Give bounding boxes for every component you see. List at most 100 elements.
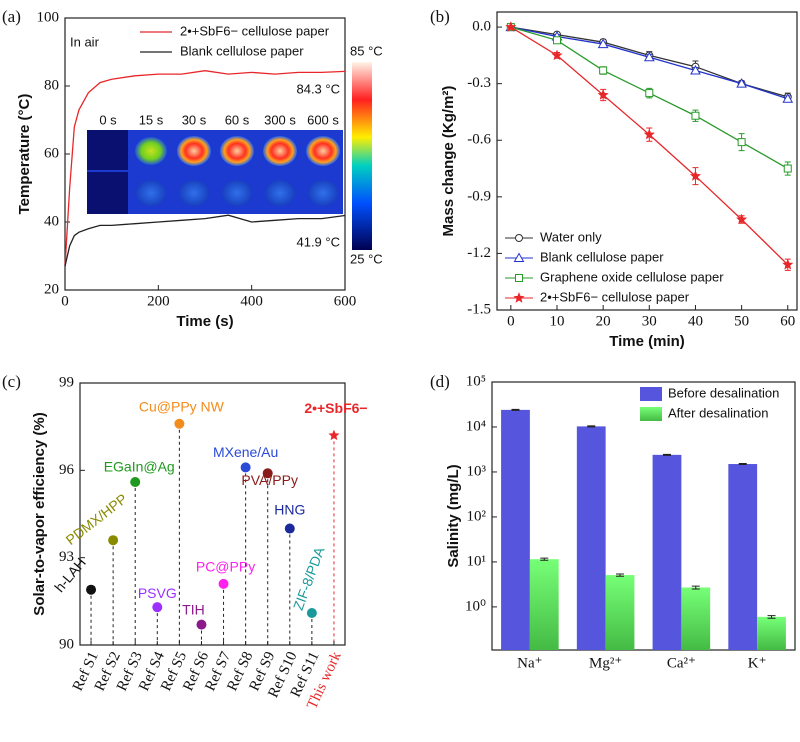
y-tick-label: 100	[37, 9, 60, 25]
thermal-image	[265, 180, 295, 206]
plot-frame	[79, 382, 346, 646]
inset-bg	[87, 130, 343, 214]
y-tick-label: 20	[44, 281, 59, 297]
marker	[599, 66, 608, 75]
point	[108, 535, 119, 546]
bar	[757, 616, 786, 650]
x-tick-label: 200	[147, 293, 170, 309]
legend-swatch	[640, 387, 662, 401]
inset-label: 60 s	[225, 112, 250, 127]
marker	[553, 36, 561, 45]
y-tick-label: 0.0	[472, 19, 491, 35]
colorbar-label: 25 °C	[350, 251, 383, 266]
x-tick-label: Na⁺	[517, 655, 542, 671]
inset-label: 600 s	[307, 112, 339, 127]
y-axis-title: Salinity (mg/L)	[445, 464, 462, 567]
bar	[529, 559, 559, 650]
marker	[505, 21, 517, 32]
point	[218, 578, 229, 589]
y-tick-label: 60	[44, 145, 59, 161]
marker	[782, 258, 794, 270]
y-axis-title: Mass change (Kg/m²)	[440, 86, 457, 237]
annotation: In air	[70, 34, 100, 49]
y-tick-label: -0.3	[467, 75, 491, 91]
error-bar	[616, 573, 625, 577]
point-label: ZIF-8/PDA	[290, 544, 328, 612]
point	[328, 429, 340, 441]
point-label: PSVG	[138, 585, 177, 601]
y-tick-label: 90	[59, 636, 74, 652]
point	[196, 619, 207, 630]
legend-label: Before desalination	[668, 385, 779, 400]
thermal-image	[177, 136, 211, 166]
x-tick-label: 400	[240, 293, 263, 309]
thermal-image	[87, 172, 128, 214]
legend-label: Blank cellulose paper	[180, 43, 304, 58]
point-label: EGaIn@Ag	[104, 459, 175, 475]
panel-label: (b)	[430, 7, 450, 26]
thermal-inset	[87, 62, 372, 250]
point-label: PDMX/HPP	[63, 490, 130, 548]
legend-marker	[513, 252, 525, 262]
point	[306, 607, 317, 618]
legend-label: 2•+SbF6− cellulose paper	[540, 289, 690, 304]
point-label: Cu@PPy NW	[139, 398, 225, 414]
panel-label: (d)	[430, 372, 450, 391]
y-tick-label: 96	[59, 462, 75, 478]
y-tick-label: 10³	[467, 463, 487, 479]
y-tick-label: 99	[59, 374, 74, 390]
plot-frame	[496, 11, 798, 311]
inset-label: 300 s	[264, 112, 296, 127]
marker	[597, 89, 609, 100]
x-tick-label: 10	[550, 313, 565, 329]
point	[86, 584, 97, 595]
x-tick-label: 40	[688, 313, 703, 329]
y-tick-label: -1.5	[467, 301, 491, 317]
thermal-image	[179, 180, 209, 206]
x-tick-label: Mg²⁺	[589, 655, 622, 671]
x-tick-label: K⁺	[748, 655, 767, 671]
y-tick-label: -0.9	[467, 188, 491, 204]
x-tick-label: 30	[642, 313, 657, 329]
legend-label: Graphene oxide cellulose paper	[540, 269, 724, 284]
panel-label: (c)	[2, 372, 21, 391]
point-label: PVA/PPy	[241, 472, 298, 488]
inset-label: 15 s	[139, 112, 164, 127]
point-label: 2•+SbF6−	[304, 400, 367, 416]
marker	[645, 89, 654, 98]
x-tick-label: 0	[507, 313, 515, 329]
x-tick-label: 60	[780, 313, 795, 329]
bar	[728, 464, 758, 650]
point-label: PC@PPy	[196, 559, 255, 575]
thermal-image	[87, 130, 128, 170]
y-tick-label: -1.2	[467, 245, 491, 261]
error-bar	[587, 425, 596, 428]
panel-label: (a)	[2, 7, 21, 26]
legend-marker	[515, 274, 523, 282]
point	[130, 476, 141, 487]
y-tick-label: -0.6	[467, 132, 491, 148]
x-tick-label: 600	[334, 293, 357, 309]
marker	[689, 170, 701, 181]
y-tick-label: 10⁵	[466, 373, 486, 389]
y-tick-label: 10¹	[467, 553, 487, 569]
error-bar	[540, 557, 549, 561]
y-tick-label: 10²	[467, 508, 487, 524]
thermal-image	[263, 136, 297, 166]
error-bar	[691, 585, 700, 590]
x-tick-label: 20	[596, 313, 611, 329]
thermal-image	[308, 180, 338, 206]
annotation: 84.3 °C	[296, 81, 340, 96]
marker	[782, 93, 794, 103]
x-tick-label: 50	[734, 313, 749, 329]
annotation: 41.9 °C	[296, 234, 340, 249]
bar	[605, 575, 635, 650]
point-label: TIH	[182, 601, 205, 617]
bar	[576, 426, 606, 650]
point-label: MXene/Au	[213, 444, 278, 460]
x-tick-label: 0	[61, 293, 69, 309]
thermal-image	[136, 180, 166, 206]
line	[64, 214, 346, 267]
marker	[643, 51, 655, 62]
